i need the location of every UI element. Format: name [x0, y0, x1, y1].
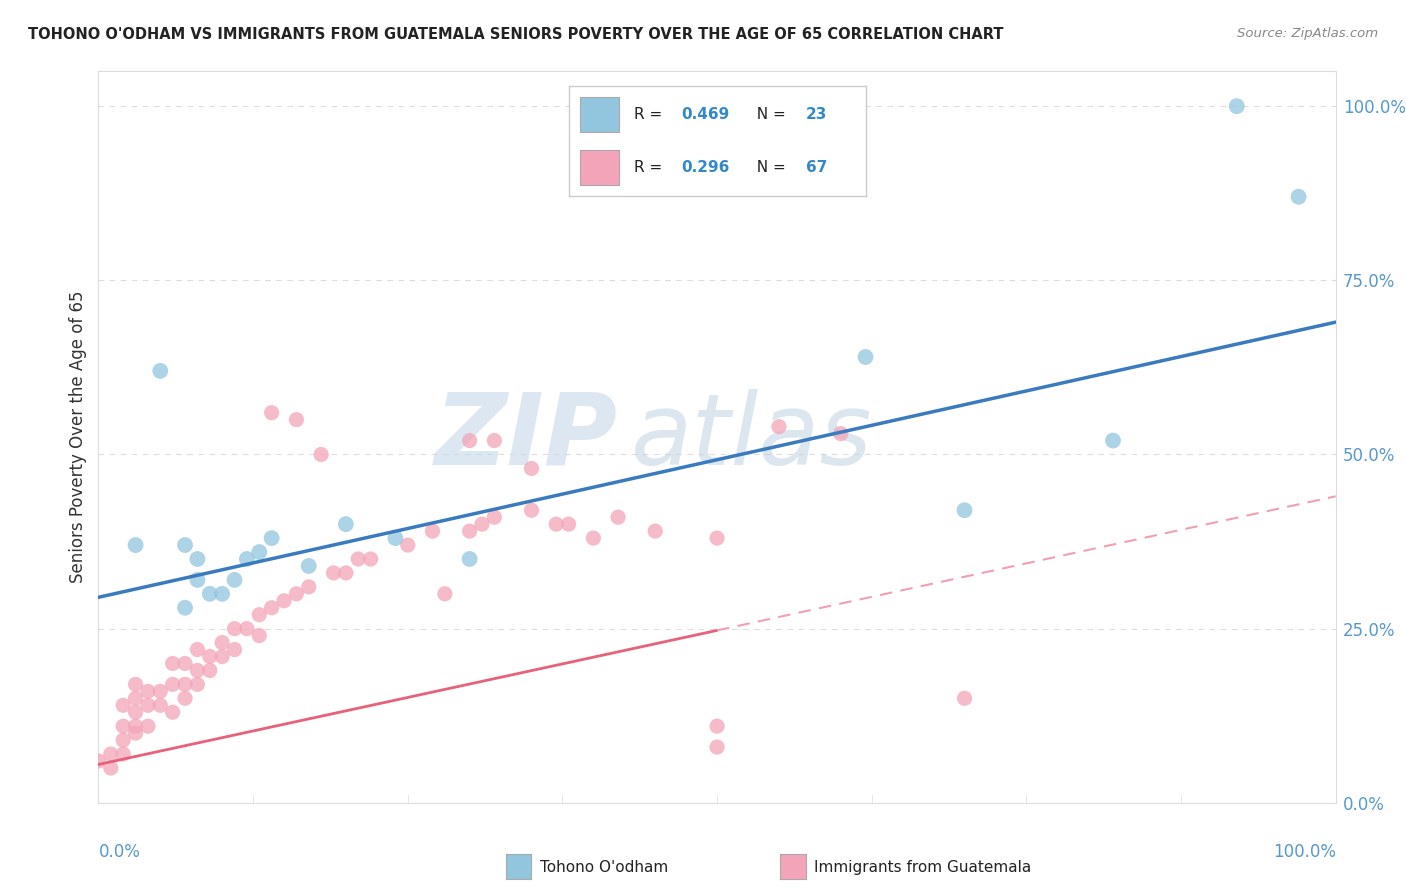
Point: [198, 587, 221, 601]
Point: [520, 503, 543, 517]
Point: [224, 642, 246, 657]
Point: [557, 517, 579, 532]
Point: [149, 684, 172, 698]
Point: [112, 733, 135, 747]
Point: [1102, 434, 1125, 448]
Y-axis label: Seniors Poverty Over the Age of 65: Seniors Poverty Over the Age of 65: [69, 291, 87, 583]
Point: [162, 705, 184, 719]
Point: [546, 517, 568, 532]
Point: [607, 510, 630, 524]
Point: [247, 545, 270, 559]
Point: [198, 664, 221, 678]
Point: [247, 607, 270, 622]
Point: [124, 726, 146, 740]
Point: [124, 705, 146, 719]
Point: [830, 426, 852, 441]
Point: [260, 406, 283, 420]
Point: [124, 538, 146, 552]
Point: [211, 635, 233, 649]
Point: [855, 350, 877, 364]
Point: [186, 573, 208, 587]
Point: [174, 677, 197, 691]
Point: [124, 719, 146, 733]
Point: [112, 719, 135, 733]
Point: [87, 754, 110, 768]
Point: [298, 558, 321, 573]
Point: [100, 761, 122, 775]
Point: [335, 566, 357, 580]
Point: [260, 600, 283, 615]
Point: [211, 649, 233, 664]
Text: ZIP: ZIP: [434, 389, 619, 485]
Point: [112, 747, 135, 761]
Point: [1288, 190, 1310, 204]
Point: [236, 552, 259, 566]
Point: [953, 503, 976, 517]
Point: [360, 552, 382, 566]
Point: [484, 434, 506, 448]
Point: [198, 649, 221, 664]
Point: [174, 691, 197, 706]
Point: [285, 587, 308, 601]
Text: TOHONO O'ODHAM VS IMMIGRANTS FROM GUATEMALA SENIORS POVERTY OVER THE AGE OF 65 C: TOHONO O'ODHAM VS IMMIGRANTS FROM GUATEM…: [28, 27, 1004, 42]
Text: 100.0%: 100.0%: [1272, 843, 1336, 861]
Point: [162, 677, 184, 691]
Point: [149, 364, 172, 378]
Point: [458, 524, 481, 538]
Point: [273, 594, 295, 608]
Point: [149, 698, 172, 713]
Point: [285, 412, 308, 426]
Point: [124, 677, 146, 691]
Point: [298, 580, 321, 594]
Point: [644, 524, 666, 538]
Point: [174, 538, 197, 552]
Point: [174, 657, 197, 671]
Point: [1226, 99, 1249, 113]
Point: [322, 566, 344, 580]
Point: [186, 677, 208, 691]
Point: [211, 587, 233, 601]
Text: atlas: atlas: [630, 389, 872, 485]
Text: 0.0%: 0.0%: [98, 843, 141, 861]
Point: [458, 434, 481, 448]
Point: [136, 684, 159, 698]
Point: [174, 600, 197, 615]
Point: [309, 448, 332, 462]
Point: [224, 622, 246, 636]
Point: [236, 622, 259, 636]
Point: [112, 698, 135, 713]
Point: [186, 642, 208, 657]
Point: [706, 531, 728, 545]
Point: [335, 517, 357, 532]
Point: [706, 740, 728, 755]
Point: [136, 719, 159, 733]
Point: [768, 419, 790, 434]
Point: [384, 531, 406, 545]
Text: Tohono O'odham: Tohono O'odham: [540, 860, 668, 874]
Point: [706, 719, 728, 733]
Point: [422, 524, 444, 538]
Text: Immigrants from Guatemala: Immigrants from Guatemala: [814, 860, 1032, 874]
Point: [247, 629, 270, 643]
Point: [396, 538, 419, 552]
Point: [582, 531, 605, 545]
Point: [953, 691, 976, 706]
Point: [100, 747, 122, 761]
Point: [458, 552, 481, 566]
Point: [347, 552, 370, 566]
Point: [162, 657, 184, 671]
Point: [136, 698, 159, 713]
Point: [186, 664, 208, 678]
Point: [124, 691, 146, 706]
Point: [471, 517, 494, 532]
Point: [433, 587, 456, 601]
Text: Source: ZipAtlas.com: Source: ZipAtlas.com: [1237, 27, 1378, 40]
Point: [260, 531, 283, 545]
Point: [520, 461, 543, 475]
Point: [224, 573, 246, 587]
Point: [484, 510, 506, 524]
Point: [186, 552, 208, 566]
